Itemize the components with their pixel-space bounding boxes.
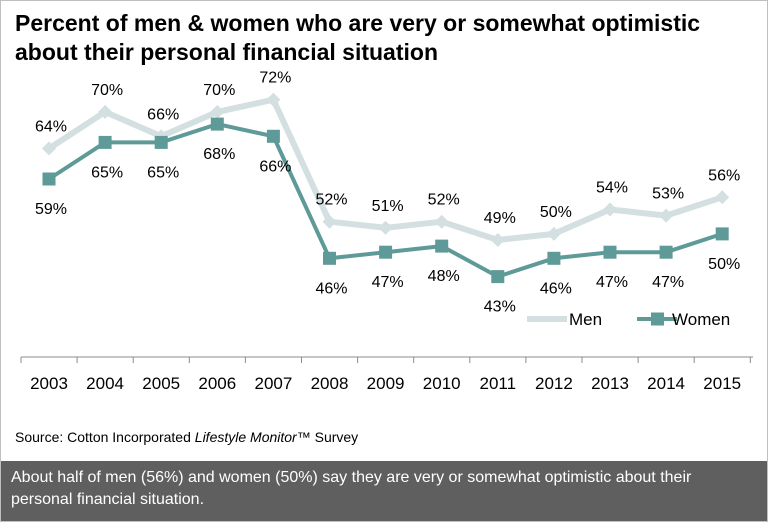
legend-women-marker — [651, 312, 664, 326]
men-point — [210, 104, 225, 119]
women-data-label: 65% — [91, 164, 123, 181]
x-tick-label: 2014 — [647, 374, 685, 393]
women-point — [210, 117, 224, 131]
source-suffix: ™ Survey — [296, 429, 359, 445]
x-tick-label: 2005 — [142, 374, 180, 393]
men-data-label: 64% — [35, 119, 67, 136]
legend-women-label: Women — [672, 310, 730, 329]
women-point — [435, 239, 449, 253]
men-point — [715, 190, 730, 205]
source-note: Source: Cotton Incorporated Lifestyle Mo… — [15, 429, 358, 445]
x-tick-label: 2011 — [480, 374, 517, 393]
men-data-label: 50% — [540, 204, 572, 221]
men-point — [322, 214, 337, 229]
men-data-label: 70% — [91, 82, 123, 99]
x-tick-label: 2003 — [30, 374, 68, 393]
x-tick-label: 2009 — [367, 374, 405, 393]
legend-men-label: Men — [569, 310, 602, 329]
men-point — [266, 92, 281, 107]
women-data-label: 59% — [35, 201, 67, 218]
source-italic: Lifestyle Monitor — [194, 429, 297, 445]
women-data-label: 65% — [147, 164, 179, 181]
women-data-label: 46% — [315, 280, 347, 297]
women-point — [42, 172, 56, 186]
men-data-label: 51% — [372, 198, 404, 215]
source-prefix: Source: Cotton Incorporated — [15, 429, 195, 445]
men-point — [98, 104, 113, 119]
women-data-label: 47% — [596, 274, 628, 291]
x-tick-label: 2013 — [591, 374, 629, 393]
women-data-label: 47% — [372, 274, 404, 291]
caption-bar: About half of men (56%) and women (50%) … — [1, 461, 767, 521]
women-point — [547, 251, 561, 265]
men-point — [434, 214, 449, 229]
women-point — [715, 227, 729, 241]
men-point — [603, 202, 617, 217]
data-labels-women: 59% 65% 65% 68% 66% 46% 47% 48% 43% 46% 47% 47% 50% — [35, 146, 740, 316]
women-point — [266, 129, 280, 143]
men-data-label: 72% — [259, 70, 291, 87]
x-axis-ticks — [20, 357, 751, 363]
x-tick-label: 2015 — [703, 374, 741, 393]
women-point — [98, 135, 112, 149]
women-point — [379, 245, 393, 259]
series-men — [42, 92, 730, 247]
men-data-label: 54% — [596, 180, 628, 197]
series-women — [42, 117, 729, 284]
women-point — [154, 135, 168, 149]
women-point — [323, 251, 336, 265]
men-point — [546, 226, 561, 241]
men-data-label: 52% — [315, 192, 347, 209]
x-tick-label: 2008 — [311, 374, 349, 393]
men-data-label: 49% — [484, 210, 516, 227]
women-data-label: 68% — [203, 146, 235, 163]
data-labels-men: 64% 70% 66% 70% 72% 52% 51% 52% 49% 50% 54% 53% 56% — [35, 70, 740, 227]
women-data-label: 66% — [259, 158, 291, 175]
men-point — [378, 220, 393, 235]
line-chart: 2003 2004 2005 2006 2007 2008 2009 2010 2011 2012… — [20, 70, 753, 393]
men-data-label: 66% — [147, 106, 179, 123]
women-point — [659, 245, 673, 259]
chart-title: Percent of men & women who are very or s… — [15, 10, 701, 65]
women-point — [603, 245, 617, 259]
women-data-label: 48% — [428, 268, 460, 285]
x-tick-label: 2007 — [254, 374, 292, 393]
x-tick-label: 2004 — [86, 374, 124, 393]
men-point — [42, 141, 56, 156]
men-data-label: 52% — [428, 192, 460, 209]
x-tick-label: 2012 — [535, 374, 573, 393]
women-data-label: 46% — [540, 280, 572, 297]
women-point — [491, 270, 505, 284]
women-data-label: 43% — [484, 299, 516, 316]
x-tick-labels: 2003 2004 2005 2006 2007 2008 2009 2010 2011 2012… — [30, 374, 741, 393]
x-tick-label: 2010 — [423, 374, 461, 393]
men-data-label: 70% — [203, 82, 235, 99]
men-point — [659, 208, 674, 223]
x-tick-label: 2006 — [198, 374, 236, 393]
women-data-label: 47% — [652, 274, 684, 291]
women-data-label: 50% — [708, 256, 740, 273]
men-point — [490, 233, 505, 247]
men-data-label: 53% — [652, 186, 684, 203]
chart-legend: Men Women — [527, 310, 730, 329]
men-data-label: 56% — [708, 167, 740, 184]
